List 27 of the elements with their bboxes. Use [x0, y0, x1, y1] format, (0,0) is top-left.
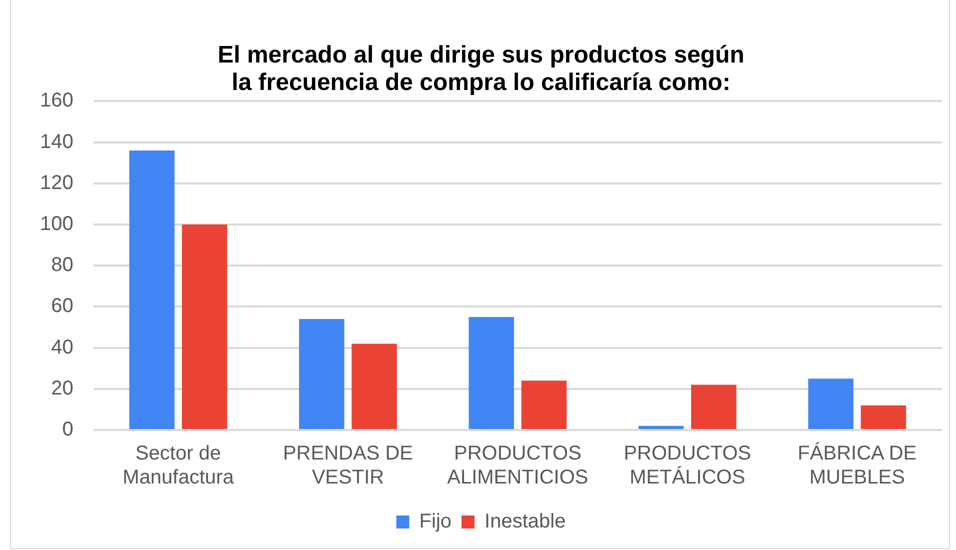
bar — [468, 316, 514, 429]
y-tick-label: 100 — [40, 213, 74, 236]
y-tick-label: 0 — [62, 418, 74, 441]
legend-label: Inestable — [484, 510, 566, 533]
x-tick-label: PRODUCTOS ALIMENTICIOS — [447, 442, 588, 489]
bar — [182, 224, 228, 429]
chart-title: El mercado al que dirige sus productos según la frecuencia de compra lo calificaría como: — [218, 41, 744, 96]
bar — [129, 150, 175, 429]
y-tick-label: 160 — [40, 90, 74, 112]
x-tick-label: FÁBRICA DE MUEBLES — [798, 442, 917, 489]
bar — [299, 319, 344, 429]
y-tick-label: 60 — [51, 295, 74, 318]
x-tick-label: PRODUCTOS METÁLICOS — [624, 442, 752, 489]
bar — [352, 344, 397, 429]
y-tick-label: 80 — [51, 254, 74, 276]
y-tick-label: 140 — [40, 130, 74, 153]
bar — [521, 380, 567, 429]
y-tick-label: 120 — [40, 172, 74, 194]
x-tick-label: PRENDAS DE VESTIR — [282, 442, 413, 489]
x-tick-label: Sector de Manufactura — [122, 442, 235, 489]
y-tick-label: 40 — [51, 336, 74, 358]
bar — [808, 378, 854, 429]
y-tick-label: 20 — [51, 377, 74, 400]
bar — [691, 384, 736, 429]
bar — [638, 426, 684, 429]
bar — [860, 405, 906, 429]
legend-label: Fijo — [419, 510, 452, 533]
